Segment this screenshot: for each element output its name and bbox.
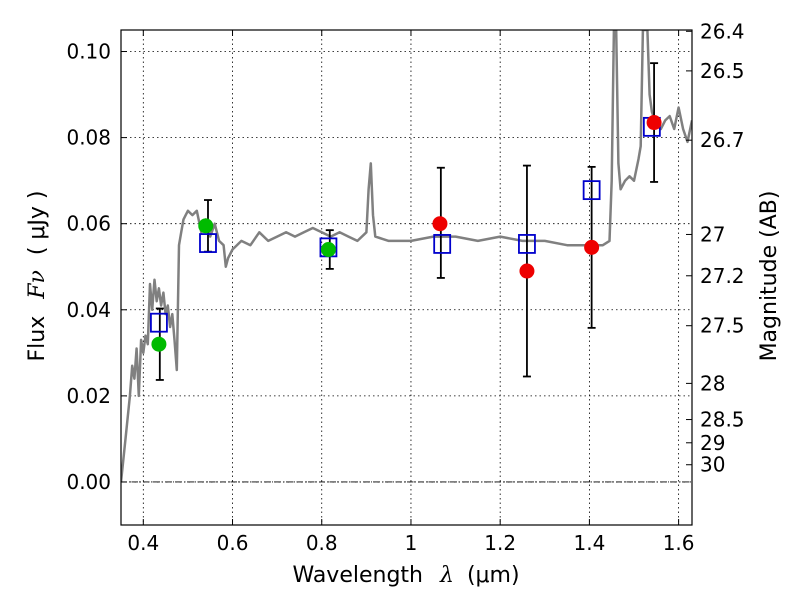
x-tick-label: 1.6 <box>663 531 695 555</box>
observed-point <box>198 218 214 234</box>
model-point <box>433 234 452 254</box>
magnitude-tick-label: 27 <box>700 222 725 246</box>
y-tick-label: 0.10 <box>66 40 111 64</box>
model-point <box>582 180 601 201</box>
magnitude-tick-label: 29 <box>700 431 725 455</box>
x-axis-label: Wavelength λ (μm) <box>292 563 519 588</box>
y-tick-label: 0.08 <box>66 126 111 150</box>
spectrum-line <box>121 30 692 483</box>
x-tick-label: 1.4 <box>573 531 605 555</box>
magnitude-tick-label: 26.4 <box>700 19 745 43</box>
model-point <box>150 312 168 333</box>
x-axis-label-symbol: λ <box>439 563 454 588</box>
observed-point <box>519 263 535 279</box>
y-axis-label-text: Flux <box>25 316 50 362</box>
x-axis-label-units: (μm) <box>467 563 520 588</box>
y-tick-label: 0.00 <box>66 470 111 494</box>
model-point <box>199 233 217 253</box>
magnitude-tick-label: 27.5 <box>700 314 745 338</box>
x-axis: 0.4 0.6 0.8 1 1.2 1.4 1.6 <box>127 30 695 555</box>
observed-point <box>432 216 448 232</box>
y-axis-label-units: ( μJy ) <box>25 190 50 255</box>
y-axis-label: Flux Fν ( μJy ) <box>25 190 50 361</box>
magnitude-tick-label: 26.5 <box>700 59 745 83</box>
plot-frame <box>120 29 693 526</box>
observed-point <box>320 242 336 258</box>
x-tick-label: 0.6 <box>217 531 249 555</box>
y-tick-label: 0.04 <box>66 298 111 322</box>
y-tick-label: 0.02 <box>66 384 111 408</box>
observed-point <box>151 336 167 352</box>
x-axis-label-text: Wavelength <box>292 563 423 588</box>
magnitude-tick-label: 27.2 <box>700 264 745 288</box>
x-tick-label: 0.8 <box>306 531 338 555</box>
x-tick-label: 0.4 <box>127 531 159 555</box>
y-axis: 0.00 0.02 0.04 0.06 0.08 0.10 <box>66 40 127 494</box>
magnitude-tick-label: 30 <box>700 453 725 477</box>
magnitude-axis-label: Magnitude (AB) <box>757 191 782 362</box>
y-tick-label: 0.06 <box>66 212 111 236</box>
magnitude-tick-label: 26.7 <box>700 128 745 152</box>
model-point <box>518 234 536 254</box>
x-tick-label: 1.2 <box>484 531 516 555</box>
grid <box>121 30 692 525</box>
magnitude-tick-label: 28.5 <box>700 408 745 432</box>
observed-point <box>646 115 662 131</box>
x-tick-label: 1 <box>405 531 418 555</box>
y-axis-label-symbol: Fν <box>25 270 50 300</box>
plot-area <box>121 30 692 483</box>
magnitude-tick-label: 28 <box>700 371 725 395</box>
observed-point <box>584 239 600 255</box>
